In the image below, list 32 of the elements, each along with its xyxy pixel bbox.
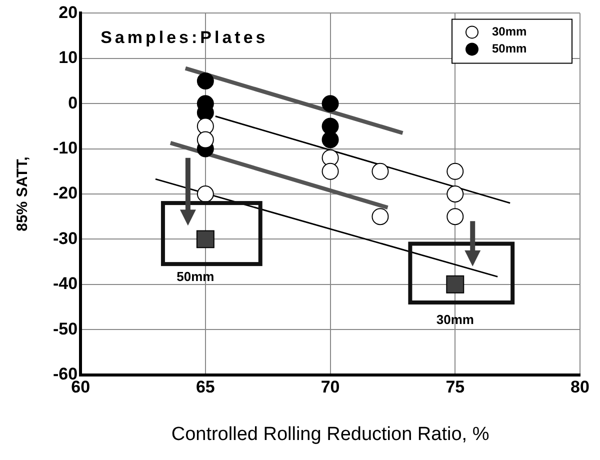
x-tick-label: 80 xyxy=(570,378,590,397)
y-tick-label: -40 xyxy=(52,274,78,294)
annotation: 50mm xyxy=(176,269,214,284)
annotation: 30mm xyxy=(436,312,474,328)
point xyxy=(322,131,339,148)
y-tick-label: -10 xyxy=(52,138,78,158)
x-tick-label: 70 xyxy=(320,378,340,397)
point xyxy=(322,95,339,112)
point xyxy=(196,230,214,248)
point xyxy=(196,186,214,202)
point xyxy=(372,162,389,180)
point xyxy=(322,118,339,135)
y-tick-label: -30 xyxy=(52,228,78,248)
x-tick-label: 65 xyxy=(196,378,215,397)
point xyxy=(446,186,464,202)
y-tick-label: 10 xyxy=(58,48,78,68)
legend-label: 30mm xyxy=(492,24,527,39)
y-tick-label: -20 xyxy=(52,184,78,203)
point xyxy=(322,162,339,180)
y-tick-label: 0 xyxy=(68,93,78,112)
y-tick-label: 20 xyxy=(58,2,78,22)
x-tick-label: 75 xyxy=(446,378,465,397)
y-axis-title: 85% SATT, xyxy=(14,156,32,232)
annotation: Samples:Plates xyxy=(100,28,268,47)
y-tick-label: -50 xyxy=(52,319,78,338)
point xyxy=(446,275,464,294)
point xyxy=(446,162,464,180)
legend-label: 50mm xyxy=(492,42,527,56)
x-axis-title: Controlled Rolling Reduction Ratio, % xyxy=(171,424,490,445)
point xyxy=(446,208,464,226)
point xyxy=(196,72,214,90)
point xyxy=(196,131,214,148)
